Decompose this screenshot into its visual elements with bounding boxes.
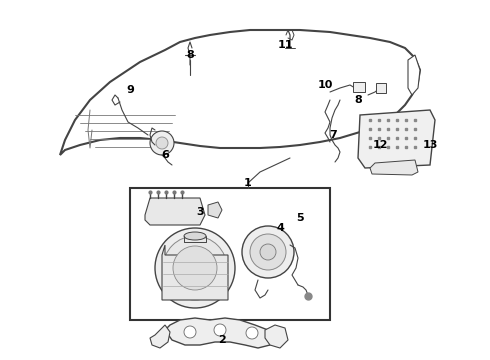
Circle shape: [163, 236, 227, 300]
Text: 12: 12: [372, 140, 388, 150]
Polygon shape: [408, 55, 420, 95]
Text: 8: 8: [186, 50, 194, 60]
Circle shape: [250, 234, 286, 270]
Text: 13: 13: [422, 140, 438, 150]
Text: 3: 3: [196, 207, 204, 217]
Bar: [376, 83, 386, 93]
Circle shape: [260, 244, 276, 260]
Text: 10: 10: [318, 80, 333, 90]
Polygon shape: [150, 325, 170, 348]
Bar: [353, 82, 365, 92]
Text: 9: 9: [126, 85, 134, 95]
Circle shape: [214, 324, 226, 336]
Polygon shape: [208, 202, 222, 218]
Bar: [130, 188, 330, 320]
Polygon shape: [165, 318, 275, 348]
Text: 11: 11: [277, 40, 293, 50]
Text: 7: 7: [329, 130, 337, 140]
Circle shape: [155, 228, 235, 308]
Text: 8: 8: [354, 95, 362, 105]
Ellipse shape: [184, 232, 206, 240]
Text: 2: 2: [218, 335, 226, 345]
Polygon shape: [60, 30, 420, 155]
Text: 5: 5: [296, 213, 304, 223]
Polygon shape: [358, 110, 435, 168]
Text: 6: 6: [161, 150, 169, 160]
Polygon shape: [162, 245, 228, 300]
Circle shape: [242, 226, 294, 278]
Polygon shape: [370, 160, 418, 175]
Circle shape: [150, 131, 174, 155]
Circle shape: [156, 137, 168, 149]
Circle shape: [246, 327, 258, 339]
Text: 4: 4: [276, 223, 284, 233]
Circle shape: [173, 246, 217, 290]
Circle shape: [184, 326, 196, 338]
Polygon shape: [145, 198, 205, 225]
Polygon shape: [265, 325, 288, 348]
Text: 1: 1: [244, 178, 252, 188]
